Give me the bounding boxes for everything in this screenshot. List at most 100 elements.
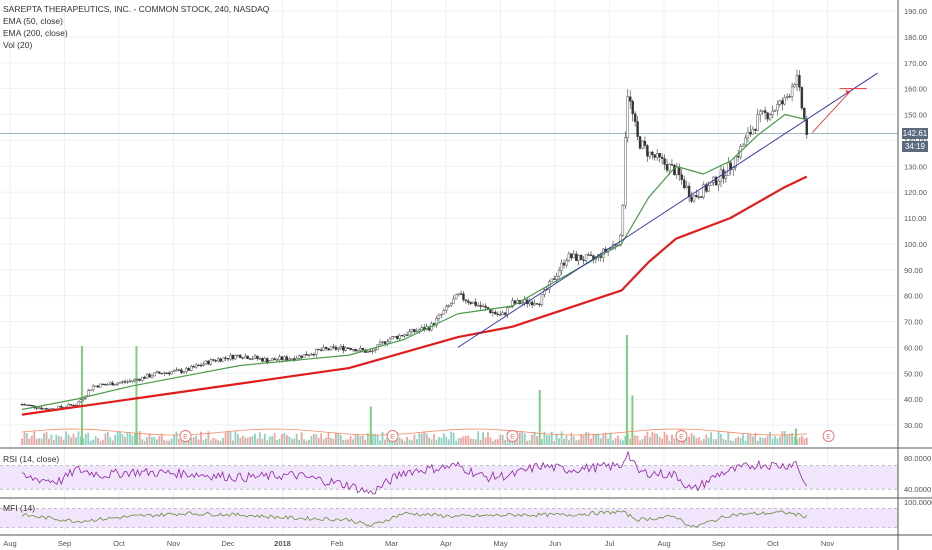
candle-body bbox=[30, 404, 34, 407]
candle-body bbox=[280, 356, 284, 361]
volume-bar bbox=[347, 439, 350, 445]
candle-body bbox=[513, 300, 517, 304]
candle-body bbox=[339, 346, 343, 349]
volume-bar bbox=[72, 433, 75, 445]
candle-body bbox=[396, 336, 399, 339]
candle-body bbox=[344, 347, 347, 351]
grid bbox=[0, 0, 898, 534]
volume-bar bbox=[379, 440, 381, 445]
candle-body bbox=[420, 327, 423, 331]
candle-body bbox=[756, 114, 759, 131]
y-tick-label: 80.00 bbox=[904, 292, 923, 301]
volume-bar bbox=[138, 431, 141, 445]
volume-bar bbox=[639, 440, 641, 445]
candle-body bbox=[361, 348, 365, 351]
candle-body bbox=[479, 305, 482, 307]
candle-body bbox=[727, 162, 730, 176]
volume-ma-line bbox=[21, 428, 807, 436]
volume-bar bbox=[800, 435, 803, 445]
volume-bar bbox=[236, 433, 239, 445]
volume-bar bbox=[543, 431, 546, 445]
legend-title: SAREPTA THERAPEUTICS, INC. - COMMON STOC… bbox=[3, 4, 270, 14]
earnings-marker bbox=[386, 430, 399, 442]
volume-bar bbox=[60, 436, 63, 445]
earnings-marker-label: E bbox=[390, 434, 395, 441]
volume-bar bbox=[570, 432, 573, 445]
candle-body bbox=[584, 254, 588, 261]
volume-bar bbox=[523, 433, 526, 445]
volume-bar bbox=[239, 437, 242, 445]
candle-body bbox=[148, 374, 151, 378]
candle-body bbox=[138, 379, 141, 381]
candle-body bbox=[40, 407, 43, 410]
volume-bar bbox=[288, 436, 291, 445]
candle-body bbox=[680, 174, 683, 181]
volume-bar bbox=[315, 434, 318, 445]
volume-bar bbox=[266, 440, 269, 445]
volume-bar bbox=[23, 432, 26, 445]
volume-bar bbox=[771, 438, 774, 445]
candle-body bbox=[562, 262, 566, 266]
volume-bar bbox=[756, 440, 759, 445]
candle-body bbox=[663, 158, 666, 165]
volume-bar bbox=[568, 440, 570, 445]
volume-bar bbox=[232, 440, 234, 445]
volume-bar bbox=[26, 433, 28, 445]
candle-body bbox=[528, 301, 531, 305]
candle-body bbox=[555, 275, 558, 280]
candle-body bbox=[45, 408, 48, 410]
y-tick-label: 120.00 bbox=[904, 188, 927, 197]
volume-bar bbox=[695, 438, 698, 445]
candle-body bbox=[366, 350, 370, 353]
volume-bar bbox=[747, 434, 749, 445]
candle-body bbox=[118, 382, 122, 384]
candle-body bbox=[788, 96, 791, 98]
candle-body bbox=[741, 144, 745, 147]
volume-bar bbox=[644, 435, 646, 445]
volume-bar bbox=[158, 435, 161, 445]
candle-body bbox=[69, 404, 73, 406]
volume-bar bbox=[518, 432, 521, 445]
candle-body bbox=[457, 293, 460, 295]
volume-bar bbox=[364, 439, 367, 445]
x-tick-label: Sep bbox=[712, 539, 725, 548]
volume-bar bbox=[450, 431, 453, 445]
volume-bar bbox=[109, 437, 112, 445]
volume-bar bbox=[418, 433, 421, 445]
candle-body bbox=[400, 335, 404, 337]
volume-bar bbox=[258, 432, 261, 445]
volume-bar bbox=[774, 436, 776, 445]
candle-body bbox=[67, 404, 70, 408]
volume-bar bbox=[241, 435, 244, 445]
candle-body bbox=[226, 358, 230, 360]
candle-body bbox=[207, 360, 210, 365]
candle-body bbox=[251, 358, 254, 360]
candle-body bbox=[172, 370, 176, 373]
candle-body bbox=[435, 318, 438, 326]
volume-bar bbox=[371, 433, 374, 445]
volume-bar bbox=[173, 434, 175, 445]
volume-bar bbox=[759, 437, 762, 445]
candle-body bbox=[781, 100, 784, 105]
candle-body bbox=[579, 254, 583, 261]
candle-body bbox=[381, 341, 384, 343]
volume-bar bbox=[332, 438, 335, 445]
volume-bar bbox=[580, 434, 583, 445]
candle-body bbox=[506, 307, 509, 315]
volume-bar bbox=[425, 433, 428, 445]
candle-body bbox=[572, 253, 576, 259]
volume-bar bbox=[491, 440, 494, 445]
candle-body bbox=[297, 355, 301, 359]
volume-bar bbox=[339, 435, 342, 445]
volume-bar bbox=[428, 437, 431, 445]
volume-bar bbox=[126, 431, 129, 445]
volume-bar bbox=[641, 438, 644, 445]
candle-body bbox=[315, 348, 318, 355]
candle-body bbox=[243, 355, 247, 359]
candle-body bbox=[496, 313, 499, 315]
candle-body bbox=[803, 107, 806, 119]
volume-bar bbox=[227, 431, 229, 445]
candle-body bbox=[790, 86, 794, 97]
